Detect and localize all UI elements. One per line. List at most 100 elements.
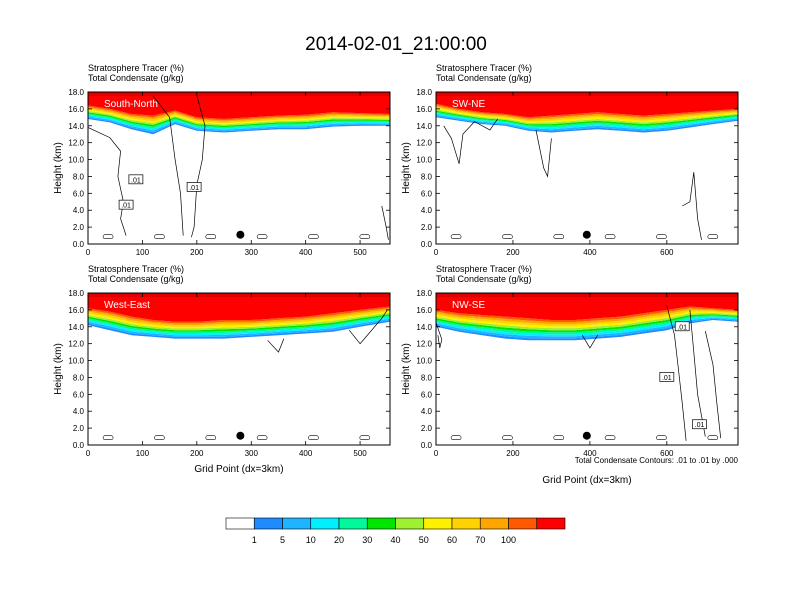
contour-line xyxy=(436,322,443,348)
tracer-band-4 xyxy=(88,314,390,332)
colorbar-label: 70 xyxy=(475,535,485,545)
y-tick-label: 8.0 xyxy=(73,172,85,181)
tracer-band-6 xyxy=(436,311,738,329)
tracer-band-0 xyxy=(436,116,738,133)
plot-frame xyxy=(435,292,739,446)
surface-contour xyxy=(205,234,217,240)
x-tick-label: 400 xyxy=(299,449,313,458)
x-tick-label: 300 xyxy=(245,449,259,458)
surface-contour xyxy=(502,234,513,240)
tracer-band-1 xyxy=(436,114,738,131)
contour-line xyxy=(704,330,722,439)
contour-label: .01 xyxy=(189,185,199,192)
x-tick-label: 200 xyxy=(506,248,520,257)
contour-label-box xyxy=(692,419,707,430)
panel-label: NW-SE xyxy=(452,300,485,311)
y-tick-label: 0.0 xyxy=(73,441,85,450)
colorbar-swatch xyxy=(451,517,481,530)
tracer-band-5 xyxy=(88,312,390,331)
contour-label-box xyxy=(118,199,134,210)
y-tick-label: 16.0 xyxy=(416,306,432,315)
y-tick-label: 4.0 xyxy=(421,407,433,416)
colorbar-swatch xyxy=(253,517,283,530)
condensate-contours xyxy=(436,305,722,441)
tracer-band-10 xyxy=(88,92,390,119)
colorbar-label: 20 xyxy=(334,535,344,545)
figure-title: 2014-02-01_21:00:00 xyxy=(305,34,487,55)
tracer-band-6 xyxy=(88,311,390,329)
surface-contour xyxy=(154,435,165,441)
surface-contour xyxy=(102,234,114,240)
colorbar-label: 10 xyxy=(306,535,316,545)
tracer-band-5 xyxy=(436,109,738,125)
y-tick-label: 14.0 xyxy=(416,323,432,332)
contour-line xyxy=(682,172,702,240)
tracer-band-6 xyxy=(88,109,390,125)
y-tick-label: 10.0 xyxy=(68,156,84,165)
y-tick-label: 12.0 xyxy=(68,340,84,349)
x-tick-label: 0 xyxy=(434,248,439,257)
y-tick-label: 8.0 xyxy=(421,172,433,181)
surface-contour xyxy=(450,435,462,441)
surface-contour xyxy=(553,234,565,240)
tracer-band-3 xyxy=(436,111,738,128)
panel-1: Stratosphere Tracer (%)Total Condensate … xyxy=(401,63,739,257)
contour-label: .01 xyxy=(131,177,141,184)
y-tick-label: 18.0 xyxy=(416,289,432,298)
condensate-contours xyxy=(443,118,719,240)
contour-line xyxy=(535,129,552,178)
y-tick-label: 12.0 xyxy=(68,139,84,148)
y-tick-label: 4.0 xyxy=(421,206,433,215)
y-tick-label: 0.0 xyxy=(73,240,85,249)
panel-0: Stratosphere Tracer (%)Total Condensate … xyxy=(53,63,391,257)
contour-label-box xyxy=(659,372,675,382)
tracer-band-7 xyxy=(436,309,738,327)
y-tick-label: 0.0 xyxy=(421,240,433,249)
condensate-contours xyxy=(102,309,388,441)
y-tick-label: 8.0 xyxy=(73,373,85,382)
panel-header-condensate: Total Condensate (g/kg) xyxy=(436,274,532,284)
x-tick-label: 0 xyxy=(86,248,91,257)
y-tick-label: 18.0 xyxy=(68,88,84,97)
contour-line xyxy=(443,118,498,164)
tracer-band-7 xyxy=(88,309,390,327)
panel-header-tracer: Stratosphere Tracer (%) xyxy=(436,63,532,73)
colorbar-swatch xyxy=(282,517,312,530)
colorbar-swatch xyxy=(479,517,509,530)
colorbar-label: 5 xyxy=(280,535,285,545)
contour-label-box xyxy=(186,182,202,192)
tracer-band-8 xyxy=(88,308,390,326)
x-tick-label: 400 xyxy=(299,248,313,257)
contour-line xyxy=(191,95,206,238)
y-tick-label: 14.0 xyxy=(68,323,84,332)
colorbar-label: 30 xyxy=(362,535,372,545)
surface-point-marker xyxy=(582,230,591,239)
tracer-top-streak xyxy=(88,92,390,96)
surface-point-marker xyxy=(236,431,245,440)
x-tick-label: 600 xyxy=(660,449,674,458)
tracer-band-9 xyxy=(436,306,738,322)
x-tick-label: 100 xyxy=(136,449,150,458)
surface-contour xyxy=(308,435,319,441)
panel-header-tracer: Stratosphere Tracer (%) xyxy=(436,264,532,274)
y-tick-label: 10.0 xyxy=(68,357,84,366)
panel-2: Stratosphere Tracer (%)Total Condensate … xyxy=(53,264,391,475)
contour-label-box xyxy=(128,174,144,185)
y-tick-label: 0.0 xyxy=(421,441,433,450)
x-axis-label: Grid Point (dx=3km) xyxy=(542,475,631,486)
panel-3: Stratosphere Tracer (%)Total Condensate … xyxy=(401,264,739,486)
x-tick-label: 500 xyxy=(353,449,367,458)
tracer-band-10 xyxy=(436,92,738,118)
y-tick-label: 12.0 xyxy=(416,340,432,349)
tracer-band-10 xyxy=(88,293,390,322)
panel-label: South-North xyxy=(104,99,158,110)
colorbar-swatch xyxy=(423,517,453,530)
tracer-top-streak xyxy=(436,92,738,96)
contour-label: .01 xyxy=(677,324,687,331)
tracer-band-0 xyxy=(88,117,390,135)
colorbar-label: 1 xyxy=(252,535,257,545)
contour-line xyxy=(88,127,127,236)
surface-contour xyxy=(450,234,462,240)
y-tick-label: 8.0 xyxy=(421,373,433,382)
plot-frame xyxy=(87,292,391,446)
